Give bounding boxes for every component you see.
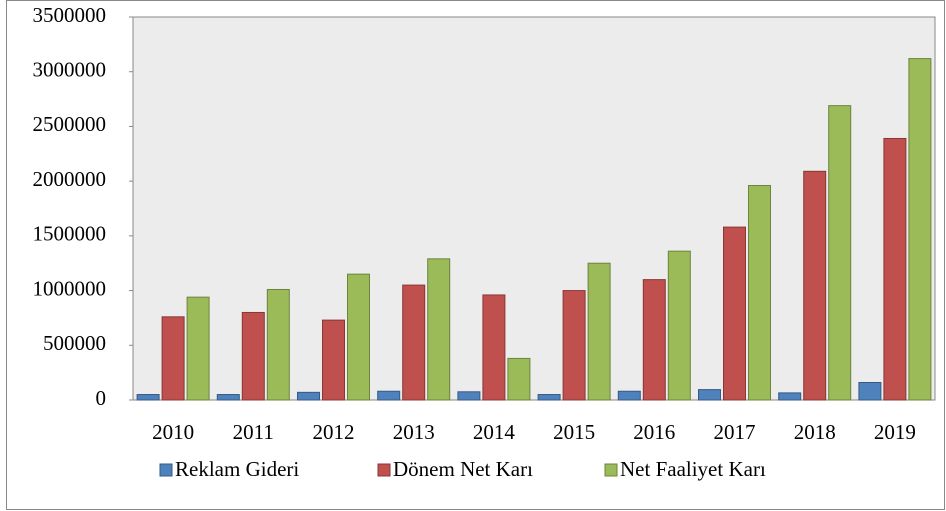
legend-swatch — [377, 463, 391, 477]
bar — [642, 279, 666, 401]
bar — [347, 273, 370, 401]
bar — [803, 170, 827, 401]
bar — [507, 357, 531, 401]
bar — [858, 381, 882, 401]
bar — [587, 262, 611, 401]
bar — [457, 391, 481, 401]
bar — [377, 390, 401, 401]
y-tick-label: 1000000 — [33, 276, 107, 300]
bar — [723, 226, 746, 401]
bar — [748, 185, 771, 401]
bar — [136, 394, 160, 401]
y-tick-label: 2000000 — [33, 167, 107, 191]
y-tick-label: 3500000 — [33, 3, 107, 27]
bar — [698, 389, 721, 401]
bar — [266, 288, 290, 401]
bar — [427, 258, 451, 401]
bar — [537, 394, 561, 401]
x-tick-label: 2017 — [714, 420, 756, 444]
bar — [883, 137, 907, 401]
x-tick-label: 2019 — [874, 420, 916, 444]
legend-swatch — [159, 463, 173, 477]
bar — [617, 390, 641, 401]
bar — [828, 105, 852, 401]
x-tick-label: 2013 — [393, 420, 435, 444]
y-tick-label: 500000 — [43, 331, 106, 355]
x-tick-label: 2012 — [313, 420, 355, 444]
bar — [667, 250, 691, 401]
x-tick-label: 2014 — [473, 420, 516, 444]
x-tick-label: 2015 — [553, 420, 595, 444]
bar — [241, 311, 265, 401]
bar — [778, 392, 802, 401]
bar — [297, 391, 320, 401]
bar — [161, 316, 185, 401]
legend-label: Dönem Net Karı — [393, 457, 533, 481]
x-tick-label: 2011 — [233, 420, 274, 444]
bar — [402, 284, 426, 401]
bar — [908, 58, 932, 401]
x-tick-label: 2010 — [152, 420, 194, 444]
legend-swatch — [604, 463, 618, 477]
bar — [482, 294, 506, 401]
y-tick-label: 3000000 — [33, 58, 107, 82]
bar — [562, 290, 586, 401]
x-tick-label: 2018 — [794, 420, 836, 444]
bar — [186, 296, 210, 401]
x-tick-label: 2016 — [633, 420, 675, 444]
legend-label: Net Faaliyet Karı — [620, 457, 766, 481]
bar — [216, 394, 240, 401]
plot-area — [132, 16, 936, 401]
legend-label: Reklam Gideri — [175, 457, 299, 481]
y-tick-label: 1500000 — [33, 222, 107, 246]
y-tick-label: 0 — [96, 386, 107, 410]
y-tick-label: 2500000 — [33, 112, 107, 136]
bar — [322, 319, 345, 401]
